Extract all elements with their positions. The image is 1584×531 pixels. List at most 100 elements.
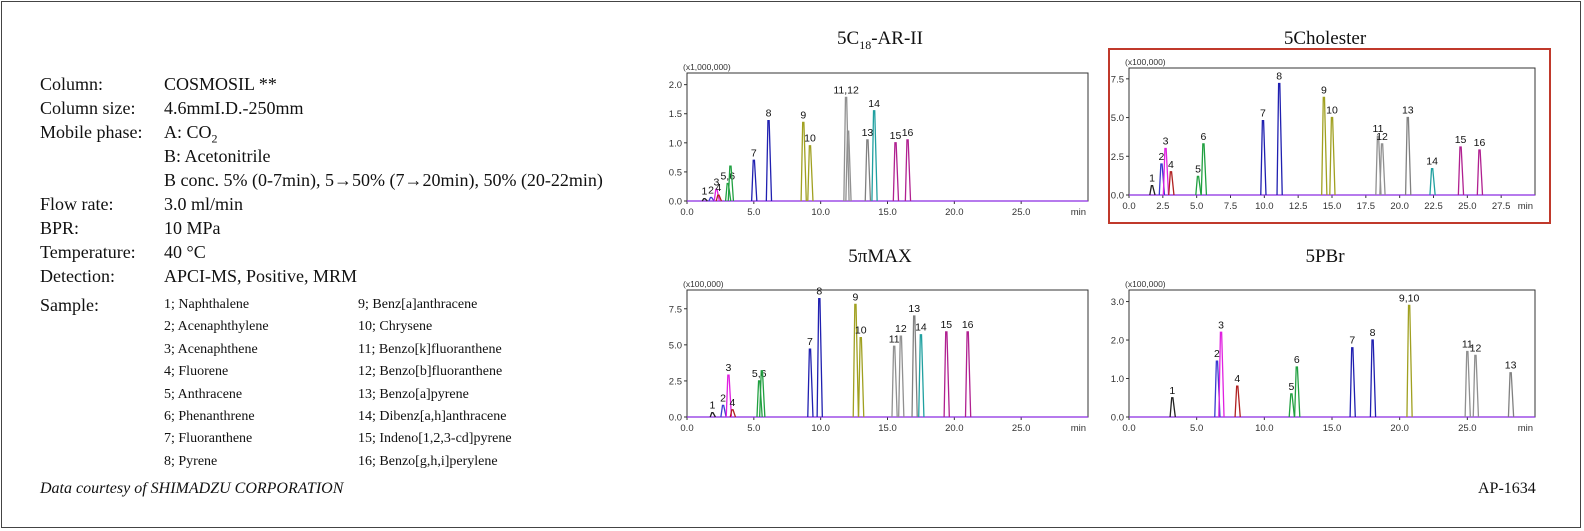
condition-value: B: Acetonitrile <box>164 146 271 166</box>
sample-item: 1; Naphthalene <box>164 297 250 312</box>
chromatogram-pbr: (x100,000) 0.0 1.0 2.0 3.0 0.0 5.0 10.0 15.0 20.0… <box>1111 279 1536 434</box>
peak-trace <box>857 336 865 418</box>
chromatogram-c18: (x1,000,000) 0.0 0.5 1.0 1.5 2.0 0.0 5.0 10.0 15.… <box>669 62 1089 218</box>
peak-label: 13 <box>908 303 920 315</box>
peak-trace <box>720 404 727 418</box>
x-tick-label: 20.0 <box>945 423 964 434</box>
sample-item: 8; Pyrene <box>164 453 218 469</box>
sample-item: 6; Phenanthrene <box>164 409 255 424</box>
condition-value: 4.6mmI.D.-250mm <box>164 98 304 118</box>
peak-trace <box>1321 96 1328 196</box>
peak-trace <box>1507 372 1515 418</box>
peak-trace <box>1464 350 1471 418</box>
peak-trace <box>709 412 716 418</box>
condition-label: Detection: <box>40 266 115 286</box>
condition-value: B conc. 5% (0-7min), 5→50% (7→20min), 50… <box>164 170 603 190</box>
peak-label: 8 <box>1276 70 1282 82</box>
x-unit-label: min <box>1518 423 1533 434</box>
plot-frame <box>1128 67 1536 196</box>
x-tick-label: 22.5 <box>1424 201 1443 212</box>
y-tick-label: 0.0 <box>1111 413 1124 424</box>
x-tick-label: 5.0 <box>747 423 760 434</box>
y-scale-label: (x100,000) <box>1125 279 1166 289</box>
peak-trace <box>1218 331 1225 418</box>
peak-trace <box>1379 143 1386 196</box>
x-tick-label: 25.0 <box>1012 207 1031 218</box>
x-tick-label: 2.5 <box>1156 201 1169 212</box>
y-tick-label: 0.0 <box>669 413 682 424</box>
plot-frame <box>686 72 1089 202</box>
peak-label: 5 <box>1195 163 1201 175</box>
peak-trace <box>756 380 763 418</box>
chromatogram-pimax: (x100,000) 0.0 2.5 5.0 7.5 0.0 5.0 10.0 15.0 20.0… <box>669 279 1089 434</box>
x-tick-label: 15.0 <box>1323 201 1342 212</box>
peak-trace <box>759 370 766 418</box>
peak-trace <box>1476 149 1484 196</box>
credit-text: Data courtesy of SHIMADZU CORPORATION <box>40 480 344 497</box>
y-scale-label: (x100,000) <box>1125 57 1166 67</box>
peak-trace <box>807 348 814 418</box>
x-tick-label: 5.0 <box>1190 423 1203 434</box>
peak-label: 8 <box>1370 327 1376 339</box>
sample-item: 10; Chrysene <box>358 319 433 335</box>
peak-label: 5,6 <box>720 171 735 183</box>
peak-trace <box>943 331 950 418</box>
x-tick-label: 27.5 <box>1492 201 1511 212</box>
peak-label: 12 <box>1470 342 1482 354</box>
peak-label: 7 <box>1260 108 1266 120</box>
peak-trace <box>725 374 733 418</box>
peak-trace <box>871 110 878 202</box>
sample-item: 7; Fluoranthene <box>164 431 253 447</box>
sample-item: 15; Indeno[1,2,3-cd]pyrene <box>358 431 512 447</box>
peak-label: 2 <box>720 392 726 404</box>
peak-label: 2 <box>1159 151 1165 163</box>
condition-label: Temperature: <box>40 242 136 262</box>
sample-item: 2; Acenaphthylene <box>164 319 269 335</box>
chart-title-cholester: 5Cholester <box>1283 28 1367 49</box>
x-tick-label: 20.0 <box>1390 423 1409 434</box>
peak-label: 11,12 <box>833 84 859 96</box>
x-tick-label: 10.0 <box>811 423 830 434</box>
y-tick-label: 1.0 <box>669 138 682 149</box>
x-unit-label: min <box>1071 423 1086 434</box>
peak-trace <box>1195 175 1202 196</box>
y-tick-label: 1.0 <box>1111 374 1124 385</box>
peak-trace <box>891 345 898 418</box>
condition-value: COSMOSIL ** <box>164 74 277 94</box>
y-tick-label: 5.0 <box>1111 113 1124 124</box>
peak-label: 8 <box>816 286 822 298</box>
peak-trace <box>1375 135 1382 196</box>
x-tick-label: 0.0 <box>1122 201 1135 212</box>
condition-value: 40 °C <box>164 242 206 262</box>
peak-label: 16 <box>962 319 974 331</box>
peak-trace <box>750 159 758 202</box>
peak-trace <box>904 139 912 202</box>
sample-item: 3; Acenaphthene <box>164 341 258 357</box>
y-tick-label: 2.5 <box>1111 152 1124 163</box>
peak-label: 1 <box>709 400 715 412</box>
x-tick-label: 15.0 <box>1323 423 1342 434</box>
peak-label: 12 <box>1376 131 1388 143</box>
sample-item: 5; Anthracene <box>164 386 243 402</box>
peak-label: 14 <box>915 322 927 334</box>
x-tick-label: 20.0 <box>945 207 964 218</box>
peak-label: 8 <box>766 108 772 120</box>
x-tick-label: 15.0 <box>878 423 897 434</box>
y-scale-label: (x1,000,000) <box>683 62 731 72</box>
x-tick-label: 17.5 <box>1357 201 1376 212</box>
y-tick-label: 7.5 <box>669 304 682 315</box>
peak-trace <box>807 145 814 202</box>
sample-item: 13; Benzo[a]pyrene <box>358 386 469 402</box>
peak-trace <box>852 303 860 418</box>
plot-frame <box>686 289 1089 418</box>
peak-label: 9 <box>800 109 806 121</box>
condition-label: Column size: <box>40 98 136 118</box>
peak-label: 15 <box>940 319 952 331</box>
condition-value: 10 MPa <box>164 218 221 238</box>
peak-trace <box>843 96 850 202</box>
peak-label: 4 <box>1234 373 1240 385</box>
x-tick-label: 0.0 <box>680 207 693 218</box>
x-tick-label: 5.0 <box>1190 201 1203 212</box>
peak-label: 3 <box>1163 136 1169 148</box>
